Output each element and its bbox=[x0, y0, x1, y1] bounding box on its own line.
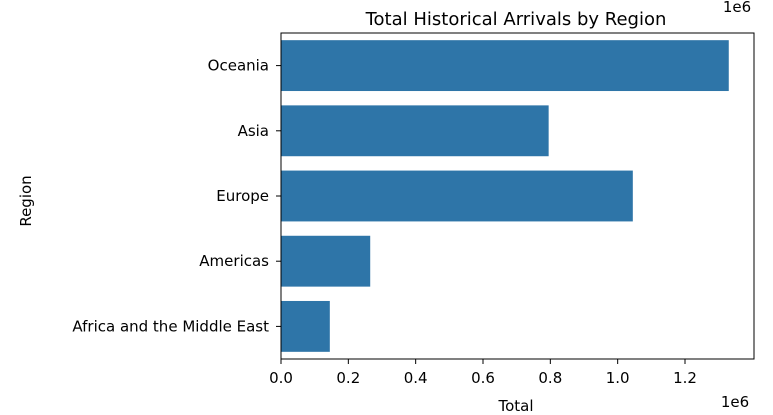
bar-europe bbox=[281, 170, 633, 222]
chart-title: Total Historical Arrivals by Region bbox=[365, 9, 667, 30]
x-tick-label: 0.4 bbox=[404, 369, 428, 387]
x-tick-label: 0.6 bbox=[471, 369, 495, 387]
bar-americas bbox=[281, 235, 371, 287]
offset-label-top: 1e6 bbox=[723, 0, 751, 16]
x-tick-label: 0.8 bbox=[538, 369, 562, 387]
bar-asia bbox=[281, 105, 549, 157]
x-tick-label: 0.0 bbox=[269, 369, 293, 387]
y-tick-label: Americas bbox=[199, 252, 269, 270]
x-axis-ticks: 0.0 0.2 0.4 0.6 0.8 1.0 1.2 bbox=[269, 359, 697, 387]
y-axis-ticks: Oceania Asia Europe Americas Africa and the … bbox=[72, 57, 281, 335]
x-axis-label: Total bbox=[497, 397, 533, 415]
y-axis-label: Region bbox=[17, 175, 35, 226]
bar-oceania bbox=[281, 40, 729, 92]
bar-africa-and-the-middle-east bbox=[281, 300, 330, 352]
x-tick-label: 1.0 bbox=[606, 369, 630, 387]
x-tick-label: 1.2 bbox=[673, 369, 697, 387]
y-tick-label: Oceania bbox=[208, 57, 269, 75]
offset-label-x: 1e6 bbox=[721, 393, 749, 411]
y-tick-label: Europe bbox=[216, 187, 269, 205]
x-tick-label: 0.2 bbox=[336, 369, 360, 387]
bars-group bbox=[281, 40, 729, 352]
y-tick-label: Asia bbox=[238, 122, 269, 140]
y-tick-label: Africa and the Middle East bbox=[72, 317, 269, 335]
plot-frame bbox=[280, 32, 755, 360]
